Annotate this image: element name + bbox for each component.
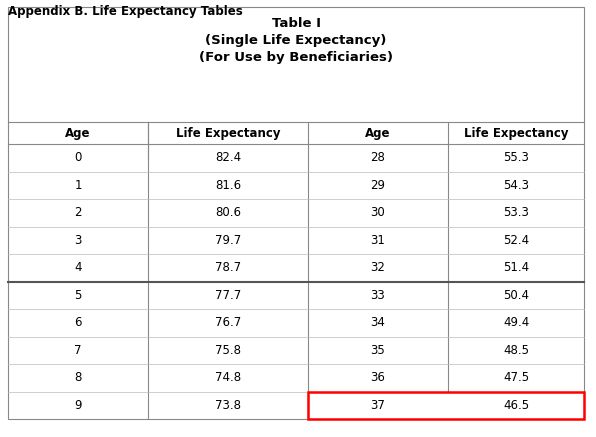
Text: 9: 9 (74, 399, 82, 412)
Text: 1: 1 (74, 179, 82, 192)
Text: Appendix B. Life Expectancy Tables: Appendix B. Life Expectancy Tables (8, 5, 243, 18)
Text: 0: 0 (74, 151, 82, 164)
Text: 2: 2 (74, 206, 82, 219)
Text: 33: 33 (371, 289, 386, 302)
Text: 48.5: 48.5 (503, 344, 529, 357)
Text: 4: 4 (74, 261, 82, 274)
Text: 50.4: 50.4 (503, 289, 529, 302)
Text: 74.8: 74.8 (215, 371, 241, 384)
Text: 80.6: 80.6 (215, 206, 241, 219)
Text: Table I: Table I (272, 17, 321, 30)
Text: 47.5: 47.5 (503, 371, 529, 384)
Text: 5: 5 (74, 289, 82, 302)
Text: 34: 34 (371, 316, 386, 329)
Text: 51.4: 51.4 (503, 261, 529, 274)
Text: 6: 6 (74, 316, 82, 329)
Text: 54.3: 54.3 (503, 179, 529, 192)
Text: (For Use by Beneficiaries): (For Use by Beneficiaries) (199, 51, 393, 64)
Text: 76.7: 76.7 (215, 316, 241, 329)
Text: 75.8: 75.8 (215, 344, 241, 357)
Text: 32: 32 (371, 261, 386, 274)
Text: 29: 29 (371, 179, 386, 192)
Text: 3: 3 (74, 234, 82, 247)
Text: 78.7: 78.7 (215, 261, 241, 274)
Text: 55.3: 55.3 (503, 151, 529, 164)
Text: 37: 37 (371, 399, 386, 412)
Text: 8: 8 (74, 371, 82, 384)
Text: 36: 36 (371, 371, 386, 384)
Text: 79.7: 79.7 (215, 234, 241, 247)
Text: 82.4: 82.4 (215, 151, 241, 164)
Text: Age: Age (365, 126, 391, 139)
Text: 49.4: 49.4 (503, 316, 529, 329)
Bar (308, 392, 584, 419)
Text: 30: 30 (371, 206, 386, 219)
Text: 31: 31 (371, 234, 386, 247)
Text: Life Expectancy: Life Expectancy (464, 126, 568, 139)
Text: 28: 28 (371, 151, 386, 164)
Text: 7: 7 (74, 344, 82, 357)
Text: Age: Age (65, 126, 91, 139)
Text: 77.7: 77.7 (215, 289, 241, 302)
Text: 35: 35 (371, 344, 386, 357)
Text: (Single Life Expectancy): (Single Life Expectancy) (205, 34, 387, 47)
Text: 52.4: 52.4 (503, 234, 529, 247)
Text: 81.6: 81.6 (215, 179, 241, 192)
Text: 46.5: 46.5 (503, 399, 529, 412)
Text: Life Expectancy: Life Expectancy (176, 126, 280, 139)
Text: 73.8: 73.8 (215, 399, 241, 412)
Text: 53.3: 53.3 (503, 206, 529, 219)
